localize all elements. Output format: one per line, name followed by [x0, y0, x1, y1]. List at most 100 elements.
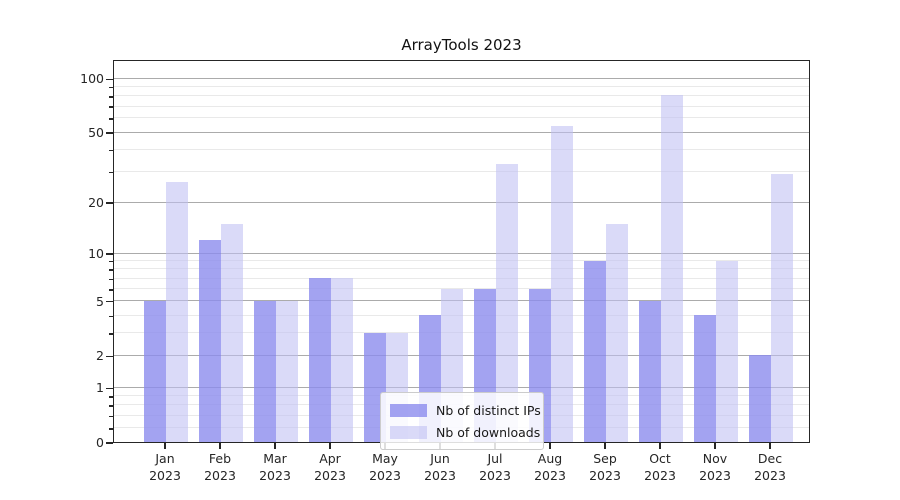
y-minor-tick-mark: [109, 106, 113, 108]
year-label: 2023: [424, 468, 456, 483]
y-tick-label: 5: [96, 293, 104, 309]
major-gridline: [114, 131, 809, 133]
bar-ips-feb: [199, 239, 221, 442]
year-label: 2023: [754, 468, 786, 483]
bar-downloads-oct: [661, 94, 683, 442]
x-tick-mark: [274, 443, 276, 449]
x-tick-label-nov: Nov 2023: [687, 450, 743, 484]
minor-gridline: [114, 170, 809, 172]
y-minor-tick-mark: [109, 86, 113, 89]
y-tick-label: 1: [96, 380, 104, 396]
x-tick-label-sep: Sep 2023: [577, 450, 633, 484]
legend-label-distinct-ips: Nb of distinct IPs: [436, 402, 541, 418]
year-label: 2023: [149, 468, 181, 483]
bar-ips-jan: [144, 300, 166, 442]
x-tick-label-dec: Dec 2023: [742, 450, 798, 484]
bar-downloads-nov: [716, 260, 738, 442]
y-tick-label: 20: [88, 195, 104, 211]
bar-ips-dec: [749, 355, 771, 442]
plot-area: [113, 60, 810, 443]
legend-label-downloads: Nb of downloads: [436, 424, 541, 440]
bar-downloads-aug: [551, 126, 573, 442]
x-tick-mark: [769, 443, 771, 449]
minor-gridline: [114, 148, 809, 150]
legend-swatch-downloads: [390, 425, 427, 439]
year-label: 2023: [314, 468, 346, 483]
y-tick-mark: [106, 387, 113, 390]
x-tick-label-mar: Mar 2023: [247, 450, 303, 484]
x-tick-label-may: May 2023: [357, 450, 413, 484]
y-minor-tick-mark: [109, 96, 113, 98]
major-gridline: [114, 77, 809, 79]
bar-ips-sep: [584, 260, 606, 442]
y-tick-mark: [106, 442, 113, 444]
y-minor-tick-mark: [109, 261, 113, 263]
year-label: 2023: [259, 468, 291, 483]
x-tick-label-jul: Jul 2023: [467, 450, 523, 484]
month-label: Dec: [757, 451, 783, 466]
bar-ips-oct: [639, 300, 661, 442]
bar-ips-mar: [254, 300, 276, 442]
y-tick-label: 2: [96, 348, 104, 364]
minor-gridline: [114, 117, 809, 119]
y-tick-label: 10: [88, 245, 104, 261]
x-tick-label-apr: Apr 2023: [302, 450, 358, 484]
y-tick-label: 0: [96, 435, 104, 450]
year-label: 2023: [204, 468, 236, 483]
minor-gridline: [114, 268, 809, 270]
month-label: Jul: [487, 451, 503, 466]
year-label: 2023: [369, 468, 401, 483]
year-label: 2023: [534, 468, 566, 483]
x-tick-label-jan: Jan 2023: [137, 450, 193, 484]
legend-swatch-distinct-ips: [390, 403, 427, 417]
month-label: Apr: [319, 451, 341, 466]
month-label: Feb: [208, 451, 232, 466]
y-minor-tick-mark: [109, 315, 113, 318]
month-label: Mar: [263, 451, 287, 466]
y-minor-tick-mark: [109, 269, 113, 271]
year-label: 2023: [479, 468, 511, 483]
x-tick-label-feb: Feb 2023: [192, 450, 248, 484]
y-minor-tick-mark: [109, 405, 113, 407]
year-label: 2023: [644, 468, 676, 483]
x-tick-mark: [549, 443, 551, 449]
month-label: May: [372, 451, 398, 466]
month-label: Nov: [702, 451, 728, 466]
x-tick-mark: [714, 443, 716, 449]
legend-item-downloads: Nb of downloads: [390, 421, 540, 443]
y-minor-tick-mark: [109, 289, 113, 291]
legend-item-distinct-ips: Nb of distinct IPs: [390, 399, 541, 421]
month-label: Jan: [155, 451, 175, 466]
x-tick-label-oct: Oct 2023: [632, 450, 688, 484]
bar-downloads-sep: [606, 223, 628, 442]
year-label: 2023: [589, 468, 621, 483]
y-tick-mark: [106, 78, 113, 80]
y-tick-mark: [106, 355, 113, 358]
y-minor-tick-mark: [109, 333, 113, 335]
legend: Nb of distinct IPs Nb of downloads: [380, 392, 544, 450]
month-label: Jun: [430, 451, 450, 466]
minor-gridline: [114, 260, 809, 261]
y-tick-mark: [106, 132, 113, 134]
minor-gridline: [114, 85, 809, 87]
bar-ips-nov: [694, 315, 716, 442]
month-label: Aug: [537, 451, 563, 466]
x-tick-label-aug: Aug 2023: [522, 450, 578, 484]
x-tick-mark: [604, 443, 606, 449]
x-tick-mark: [164, 443, 166, 449]
y-tick-label: 100: [80, 71, 104, 87]
chart-title: ArrayTools 2023: [401, 36, 522, 54]
y-minor-tick-mark: [109, 118, 113, 120]
bar-downloads-jul: [496, 164, 518, 442]
x-tick-label-jun: Jun 2023: [412, 450, 468, 484]
bar-downloads-jan: [166, 182, 188, 442]
y-minor-tick-mark: [109, 171, 113, 174]
month-label: Sep: [593, 451, 617, 466]
month-label: Oct: [649, 451, 671, 466]
minor-gridline: [114, 277, 809, 279]
bar-downloads-mar: [276, 300, 298, 442]
y-tick-mark: [106, 301, 113, 303]
minor-gridline: [114, 105, 809, 107]
y-minor-tick-mark: [109, 428, 113, 430]
